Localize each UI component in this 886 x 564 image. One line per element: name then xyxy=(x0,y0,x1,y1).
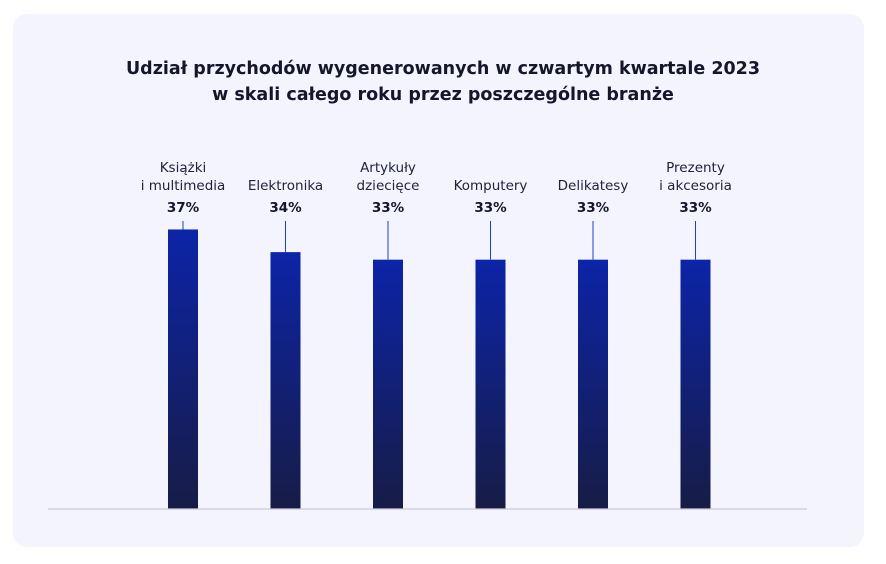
value-label: 33% xyxy=(372,200,405,216)
bar xyxy=(680,259,711,509)
category-label: Elektronika xyxy=(248,178,323,194)
value-label: 37% xyxy=(167,200,200,216)
value-label: 33% xyxy=(679,200,712,216)
bar xyxy=(475,259,506,509)
category-label: i multimedia xyxy=(141,178,226,194)
value-label: 33% xyxy=(577,200,610,216)
chart-card xyxy=(13,14,864,547)
bar xyxy=(578,259,608,509)
value-label: 33% xyxy=(474,200,507,216)
chart-title: Udział przychodów wygenerowanych w czwar… xyxy=(0,56,886,108)
category-label: Delikatesy xyxy=(558,178,629,194)
bar xyxy=(168,229,198,509)
category-label: i akcesoria xyxy=(659,178,732,194)
category-label: Komputery xyxy=(454,178,528,194)
bars-layer: 37% Książki i multimedia 34% Elektronika 33% A… xyxy=(141,160,732,509)
category-label: Prezenty xyxy=(666,160,725,176)
bar xyxy=(270,252,301,509)
category-label: dziecięce xyxy=(357,178,420,194)
value-label: 34% xyxy=(269,200,302,216)
bar xyxy=(373,259,403,509)
category-label: Artykuły xyxy=(360,160,416,176)
chart-title-line-1: Udział przychodów wygenerowanych w czwar… xyxy=(125,59,761,79)
category-label: Książki xyxy=(160,160,207,176)
chart-title-line-2: w skali całego roku przez poszczególne b… xyxy=(212,85,674,105)
